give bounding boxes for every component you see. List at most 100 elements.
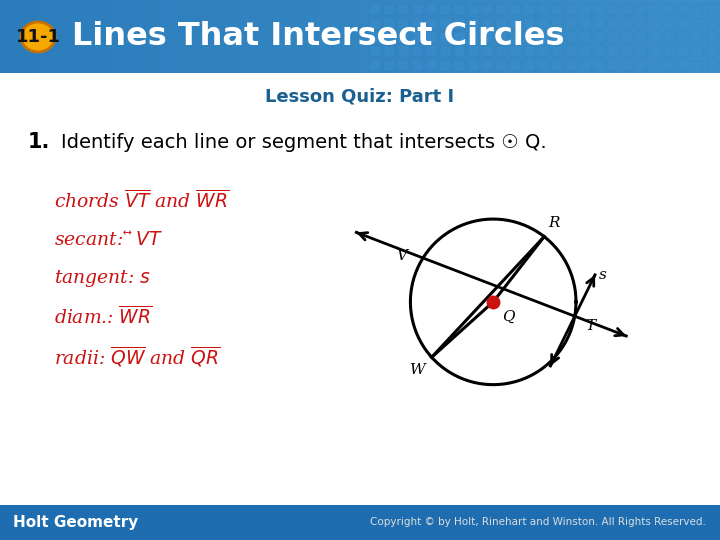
Bar [566,46,577,57]
Bar [706,32,717,43]
Bar [384,18,395,29]
Bar [678,46,689,57]
Bar [622,32,633,43]
Bar [664,18,675,29]
Bar [678,60,689,71]
Bar [426,4,437,15]
Bar [636,46,647,57]
Text: V: V [397,248,408,262]
Bar [650,18,661,29]
Bar [426,60,437,71]
Bar [496,60,507,71]
Bar [566,60,577,71]
Bar [370,18,381,29]
Bar [706,18,717,29]
Bar [482,32,493,43]
Bar [706,4,717,15]
Bar [594,32,605,43]
Bar [650,46,661,57]
Text: chords $\overline{VT}$ and $\overline{WR}$: chords $\overline{VT}$ and $\overline{WR… [54,189,230,212]
Bar [412,4,423,15]
Bar [468,46,479,57]
Bar [496,46,507,57]
Bar [650,60,661,71]
Bar [664,32,675,43]
Bar [678,18,689,29]
Bar [692,46,703,57]
Bar [412,32,423,43]
Bar [692,4,703,15]
Bar [398,32,409,43]
Bar [678,4,689,15]
Bar [370,32,381,43]
Bar [678,32,689,43]
Bar [664,4,675,15]
Bar [594,18,605,29]
Bar [384,32,395,43]
Bar [594,46,605,57]
Bar [608,4,619,15]
Bar [636,18,647,29]
Bar [580,46,591,57]
Bar [496,4,507,15]
Bar [412,60,423,71]
Bar [622,18,633,29]
Text: Identify each line or segment that intersects ☉ Q.: Identify each line or segment that inter… [61,132,546,152]
Bar [566,18,577,29]
Text: Q: Q [503,309,515,323]
Bar [496,18,507,29]
Bar [524,46,535,57]
Bar [524,32,535,43]
Bar [370,46,381,57]
Text: Copyright © by Holt, Rinehart and Winston. All Rights Reserved.: Copyright © by Holt, Rinehart and Winsto… [370,517,706,528]
Bar [440,4,451,15]
Text: tangent: $s$: tangent: $s$ [54,268,151,288]
Bar [384,60,395,71]
Ellipse shape [21,22,55,52]
Bar [664,46,675,57]
Bar [398,46,409,57]
Bar [468,4,479,15]
Bar [482,4,493,15]
Bar [594,60,605,71]
Bar [482,46,493,57]
Text: R: R [548,217,559,231]
Bar [398,18,409,29]
Bar [440,32,451,43]
Bar [580,18,591,29]
Bar [650,32,661,43]
Bar [664,60,675,71]
Bar [370,60,381,71]
Bar [608,18,619,29]
Bar [650,4,661,15]
Bar [412,46,423,57]
Bar [622,4,633,15]
Bar [510,32,521,43]
Bar [468,32,479,43]
Bar [440,18,451,29]
Text: 1.: 1. [27,132,50,152]
Bar [552,46,563,57]
Bar [608,32,619,43]
Bar [454,18,465,29]
Bar [538,32,549,43]
Bar [510,18,521,29]
Bar [552,4,563,15]
Bar [552,32,563,43]
Bar [636,60,647,71]
Bar [706,60,717,71]
Text: Lesson Quiz: Part I: Lesson Quiz: Part I [266,87,454,106]
Bar [454,32,465,43]
Bar [440,46,451,57]
Text: Holt Geometry: Holt Geometry [13,515,138,530]
Text: diam.: $\overline{WR}$: diam.: $\overline{WR}$ [54,306,152,328]
Bar [622,46,633,57]
Bar [384,4,395,15]
Bar [398,4,409,15]
Bar [510,46,521,57]
Bar [594,4,605,15]
Bar [370,4,381,15]
Bar [454,4,465,15]
Bar [538,60,549,71]
Bar [566,4,577,15]
